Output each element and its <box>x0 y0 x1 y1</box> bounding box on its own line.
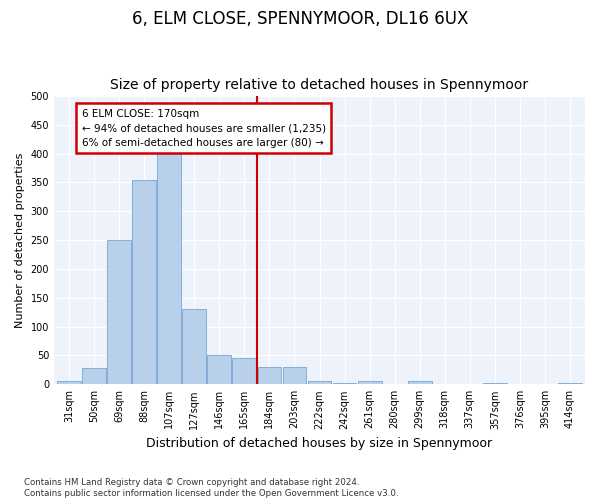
Bar <box>208 356 231 384</box>
Bar <box>408 382 431 384</box>
Bar <box>332 382 356 384</box>
Bar <box>232 358 256 384</box>
Bar <box>558 382 582 384</box>
Bar <box>82 368 106 384</box>
Bar <box>308 382 331 384</box>
Text: 6 ELM CLOSE: 170sqm
← 94% of detached houses are smaller (1,235)
6% of semi-deta: 6 ELM CLOSE: 170sqm ← 94% of detached ho… <box>82 108 326 148</box>
Y-axis label: Number of detached properties: Number of detached properties <box>15 152 25 328</box>
Bar <box>483 382 507 384</box>
Bar <box>257 367 281 384</box>
Bar <box>107 240 131 384</box>
Bar <box>182 310 206 384</box>
Bar <box>358 382 382 384</box>
Bar <box>283 367 307 384</box>
Title: Size of property relative to detached houses in Spennymoor: Size of property relative to detached ho… <box>110 78 529 92</box>
X-axis label: Distribution of detached houses by size in Spennymoor: Distribution of detached houses by size … <box>146 437 493 450</box>
Bar <box>133 180 156 384</box>
Bar <box>57 382 81 384</box>
Text: Contains HM Land Registry data © Crown copyright and database right 2024.
Contai: Contains HM Land Registry data © Crown c… <box>24 478 398 498</box>
Text: 6, ELM CLOSE, SPENNYMOOR, DL16 6UX: 6, ELM CLOSE, SPENNYMOOR, DL16 6UX <box>132 10 468 28</box>
Bar <box>157 150 181 384</box>
